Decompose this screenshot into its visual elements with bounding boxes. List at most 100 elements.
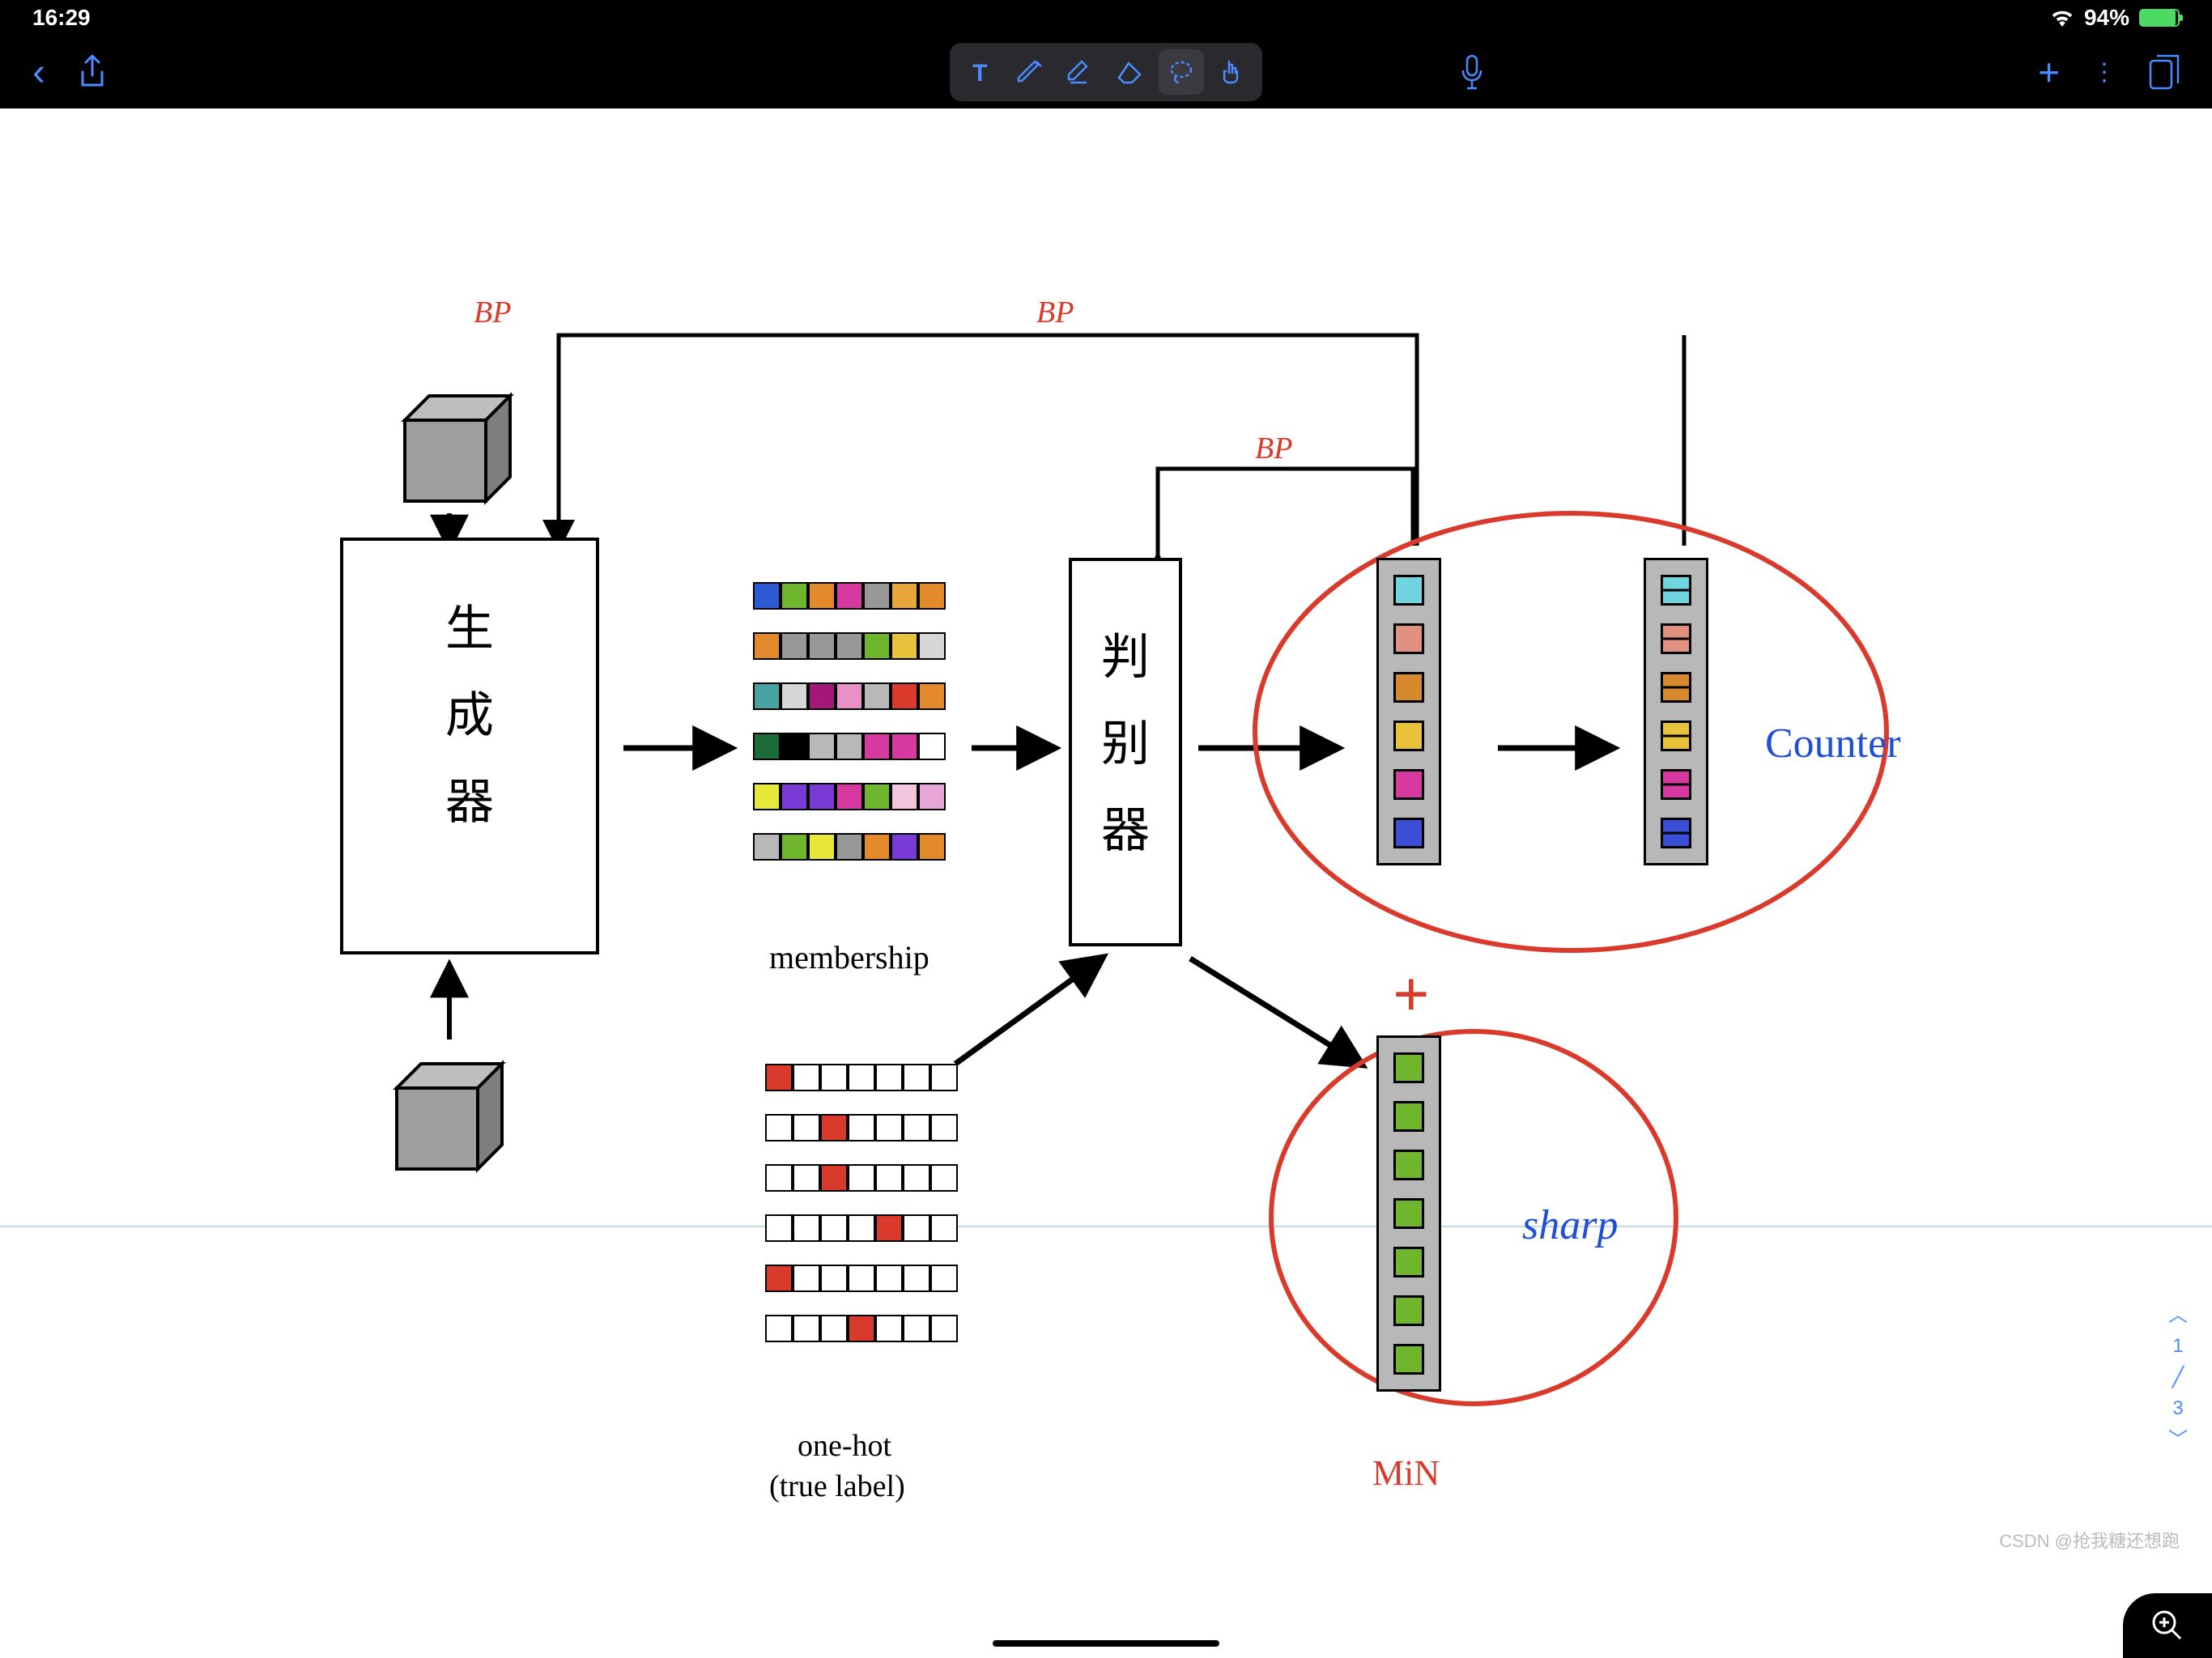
home-indicator[interactable]: [993, 1640, 1219, 1647]
text-tool[interactable]: T: [958, 49, 1003, 95]
zoom-button[interactable]: [2123, 1593, 2212, 1658]
sharp-cell: [1393, 1052, 1424, 1083]
sharp-cell: [1393, 1198, 1424, 1229]
membership-row: [753, 733, 946, 760]
onehot-row: [765, 1214, 958, 1242]
chevron-up-icon[interactable]: ︿: [2168, 1300, 2188, 1331]
onehot-cell: [793, 1315, 820, 1342]
back-button[interactable]: ‹: [32, 50, 45, 95]
onehot-cell: [903, 1064, 930, 1091]
pen-tool[interactable]: [1008, 49, 1053, 95]
mic-icon[interactable]: [1460, 54, 1484, 90]
plus-label: +: [1393, 959, 1430, 1032]
counter-cell: [1661, 672, 1691, 703]
membership-cell: [836, 632, 863, 660]
more-icon[interactable]: ⋮: [2092, 66, 2116, 79]
canvas[interactable]: 生 成 器 判 别 器 BP BP BP membership one-hot …: [0, 108, 2212, 1658]
highlighter-tool[interactable]: [1058, 49, 1104, 95]
finger-tool[interactable]: [1209, 49, 1254, 95]
membership-cell: [753, 682, 781, 710]
sharp-cell: [1393, 1150, 1424, 1180]
counter-cell: [1661, 721, 1691, 751]
onehot-cell: [930, 1064, 958, 1091]
onehot-label-1: one-hot: [798, 1428, 891, 1464]
onehot-cell: [820, 1164, 848, 1192]
onehot-cell: [848, 1164, 875, 1192]
onehot-cell: [820, 1064, 848, 1091]
onehot-row: [765, 1315, 958, 1342]
onehot-row: [765, 1164, 958, 1192]
membership-row: [753, 582, 946, 610]
membership-cell: [781, 733, 808, 760]
membership-cell: [808, 833, 836, 861]
onehot-cell: [820, 1214, 848, 1242]
onehot-row: [765, 1064, 958, 1091]
membership-cell: [808, 682, 836, 710]
onehot-cell: [930, 1214, 958, 1242]
membership-cell: [781, 682, 808, 710]
onehot-cell: [875, 1064, 903, 1091]
discriminator-label: 判 别 器: [1101, 618, 1150, 861]
onehot-cell: [820, 1114, 848, 1141]
membership-cell: [863, 632, 891, 660]
onehot-cell: [765, 1064, 793, 1091]
membership-cell: [753, 733, 781, 760]
onehot-cell: [903, 1214, 930, 1242]
add-button[interactable]: +: [2038, 50, 2060, 94]
output-column-sharp: [1376, 1035, 1441, 1392]
membership-row: [753, 682, 946, 710]
chevron-down-icon[interactable]: ﹀: [2168, 1425, 2188, 1456]
score-cell: [1393, 623, 1424, 654]
onehot-row: [765, 1114, 958, 1141]
membership-cell: [891, 833, 918, 861]
output-column-counter: [1644, 558, 1708, 865]
sharp-cell: [1393, 1247, 1424, 1278]
membership-cell: [781, 833, 808, 861]
pages-icon[interactable]: [2149, 54, 2180, 90]
onehot-cell: [930, 1265, 958, 1292]
wifi-icon: [2050, 9, 2074, 27]
membership-cell: [808, 582, 836, 610]
sharp-cell: [1393, 1295, 1424, 1326]
onehot-cell: [793, 1265, 820, 1292]
membership-cell: [863, 783, 891, 810]
sharp-cell: [1393, 1101, 1424, 1132]
counter-cell: [1661, 623, 1691, 654]
lasso-tool[interactable]: [1159, 49, 1204, 95]
membership-matrix: [753, 582, 946, 883]
counter-cell: [1661, 575, 1691, 606]
membership-cell: [891, 733, 918, 760]
tool-palette: T: [950, 43, 1262, 101]
onehot-cell: [793, 1164, 820, 1192]
discriminator-box: 判 别 器: [1069, 558, 1182, 946]
onehot-matrix: [765, 1064, 958, 1365]
onehot-cell: [848, 1315, 875, 1342]
counter-label: Counter: [1765, 720, 1901, 767]
generator-label: 生 成 器: [445, 589, 494, 833]
share-icon[interactable]: [78, 54, 107, 90]
membership-cell: [781, 632, 808, 660]
membership-cell: [836, 682, 863, 710]
watermark: CSDN @抢我糖还想跑: [1999, 1527, 2180, 1553]
membership-cell: [918, 733, 946, 760]
membership-cell: [891, 582, 918, 610]
membership-cell: [836, 783, 863, 810]
onehot-cell: [848, 1214, 875, 1242]
bp-label-1: BP: [474, 295, 511, 330]
page-indicator[interactable]: ︿ 1╱3 ﹀: [2168, 1300, 2188, 1456]
onehot-cell: [765, 1114, 793, 1141]
membership-cell: [781, 582, 808, 610]
generator-box: 生 成 器: [340, 538, 599, 954]
onehot-cell: [848, 1064, 875, 1091]
eraser-tool[interactable]: [1108, 49, 1154, 95]
onehot-cell: [765, 1164, 793, 1192]
score-cell: [1393, 575, 1424, 606]
onehot-cell: [820, 1315, 848, 1342]
onehot-row: [765, 1265, 958, 1292]
membership-cell: [753, 582, 781, 610]
onehot-cell: [930, 1315, 958, 1342]
onehot-cell: [793, 1114, 820, 1141]
membership-row: [753, 783, 946, 810]
bp-label-3: BP: [1255, 431, 1292, 466]
onehot-cell: [765, 1265, 793, 1292]
